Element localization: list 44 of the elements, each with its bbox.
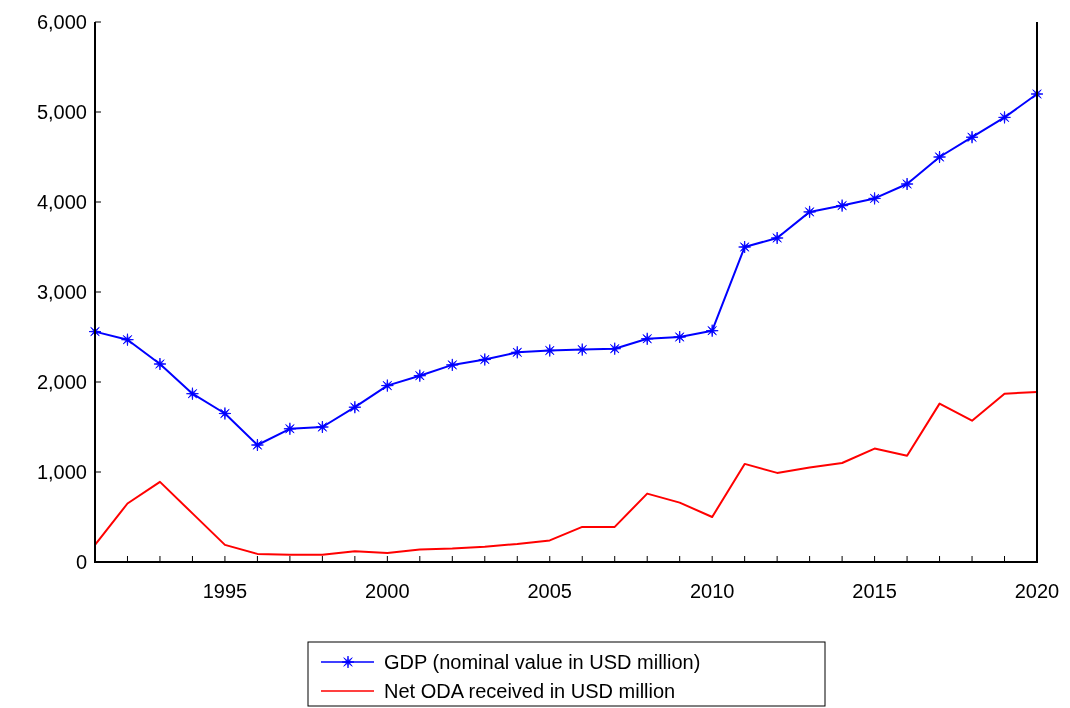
point [868, 192, 881, 205]
point [413, 369, 427, 383]
point [186, 387, 199, 401]
point [251, 438, 264, 452]
x-tick-label: 2015 [852, 580, 897, 602]
point [445, 358, 459, 372]
point [478, 353, 492, 366]
y-tick-label: 0 [75, 551, 87, 573]
point [510, 345, 524, 359]
point [803, 205, 817, 219]
point [153, 357, 167, 371]
x-tick-label: 2010 [689, 580, 735, 602]
point [965, 130, 979, 144]
point [673, 330, 687, 344]
point [218, 407, 232, 420]
y-tick-label: 1,000 [36, 461, 87, 483]
point [283, 422, 297, 436]
x-tick-label: 2005 [527, 580, 573, 602]
y-tick-label: 6,000 [36, 11, 87, 33]
y-tick-label: 4,000 [36, 191, 87, 213]
x-tick-label: 2020 [1014, 580, 1060, 602]
y-tick-label: 5,000 [36, 101, 87, 123]
y-tick-label: 3,000 [36, 281, 87, 303]
point [998, 111, 1011, 124]
point [770, 231, 784, 245]
point [900, 177, 914, 191]
x-tick-label: 1995 [202, 580, 248, 602]
x-tick-label: 2000 [365, 580, 410, 602]
point [348, 400, 362, 414]
point [380, 379, 394, 392]
y-tick-label: 2,000 [36, 371, 87, 393]
point [705, 324, 719, 338]
legend-label: Net ODA received in USD million [384, 680, 676, 702]
point [835, 199, 849, 212]
point [121, 333, 134, 347]
point [640, 332, 654, 346]
point [315, 420, 329, 434]
point [608, 342, 622, 356]
line-series [94, 390, 1038, 556]
point [933, 150, 946, 164]
point [543, 344, 557, 357]
point [575, 343, 589, 356]
point [738, 240, 752, 254]
legend-label: GDP (nominal value in USD million) [384, 651, 701, 673]
